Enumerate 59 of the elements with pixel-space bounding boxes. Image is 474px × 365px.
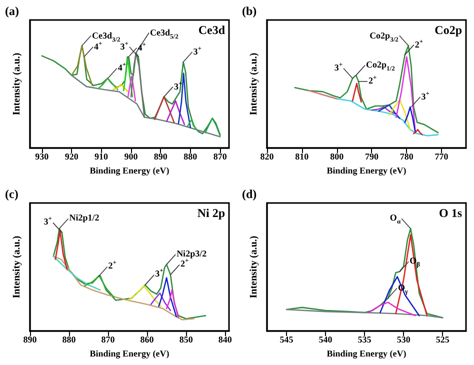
- annotation: 3$^{+}$: [334, 62, 343, 73]
- x-tick-label: 880: [62, 334, 76, 344]
- x-tick-label: 870: [101, 334, 116, 344]
- y-axis-title: Intensity (a.u.): [248, 235, 260, 298]
- text: O 1s: [438, 206, 462, 220]
- x-tick-label: 890: [154, 152, 168, 162]
- annotation: 2$^{+}$: [108, 260, 116, 271]
- chart-title: (c): [5, 186, 18, 200]
- text: Ce3d: [198, 23, 226, 37]
- annotation: 2$^{+}$: [180, 258, 189, 269]
- x-tick-label: 800: [330, 152, 344, 162]
- x-tick-label: 810: [295, 152, 310, 162]
- annotation: 2$^{+}$: [414, 38, 424, 50]
- annotation: Ni2p1/2: [69, 212, 100, 223]
- x-tick-label: 880: [184, 152, 198, 162]
- annotation: 3$^{+}$: [44, 216, 52, 227]
- x-tick-label: 780: [400, 152, 414, 162]
- text: Ni 2p: [197, 206, 226, 220]
- x-axis-title: Binding Energy (eV): [90, 165, 170, 176]
- x-axis-title: Binding Energy (eV): [326, 165, 406, 176]
- y-axis-title: Intensity (a.u.): [12, 235, 22, 298]
- x-tick-label: 535: [358, 334, 372, 344]
- annotation: O$_{α}$: [390, 212, 401, 226]
- x-tick-label: 530: [396, 334, 411, 344]
- chart-title: (d): [242, 186, 257, 200]
- chart-title: (a): [5, 4, 19, 18]
- x-tick-label: 910: [94, 152, 109, 162]
- annotation: Co2p$_{3/2}$: [370, 30, 398, 43]
- x-tick-label: 840: [218, 334, 232, 344]
- x-tick-label: 820: [260, 152, 274, 162]
- x-axis-title: Binding Energy (eV): [90, 348, 170, 358]
- annotation: 3$^{+}$: [193, 45, 202, 56]
- x-tick-label: 890: [23, 334, 38, 344]
- annotation: Ce3d$_{5/2}$: [150, 27, 178, 40]
- annotation: 4$^{+}$: [118, 62, 126, 73]
- x-tick-label: 790: [364, 152, 379, 162]
- chart-title: (b): [242, 4, 257, 18]
- x-axis-title: Binding Energy (eV): [326, 348, 406, 358]
- annotation: 3$^{+}$: [421, 90, 430, 102]
- x-tick-label: 920: [64, 152, 79, 162]
- y-axis-title: Intensity (a.u.): [12, 52, 22, 116]
- annotation: Ni2p3/2: [176, 248, 207, 258]
- x-tick-label: 930: [35, 152, 50, 162]
- annotation: Ce3d$_{3/2}$: [92, 30, 120, 43]
- y-axis-title: Intensity (a.u.): [248, 52, 260, 116]
- annotation: Co2p$_{1/2}$: [366, 60, 395, 73]
- x-tick-label: 870: [213, 152, 228, 162]
- x-tick-label: 900: [124, 152, 138, 162]
- x-tick-label: 850: [179, 334, 194, 344]
- x-tick-label: 540: [318, 334, 333, 344]
- x-tick-label: 860: [140, 334, 154, 344]
- x-tick-label: 545: [280, 334, 294, 344]
- text: Co2p: [434, 23, 462, 37]
- x-tick-label: 770: [434, 152, 449, 162]
- annotation: 4$^{+}$: [94, 40, 102, 52]
- annotation: 3$^{+}$: [120, 40, 128, 52]
- annotation: 3$^{+}$: [155, 268, 164, 279]
- annotation: 2$^{+}$: [368, 74, 377, 86]
- x-tick-label: 525: [436, 334, 450, 344]
